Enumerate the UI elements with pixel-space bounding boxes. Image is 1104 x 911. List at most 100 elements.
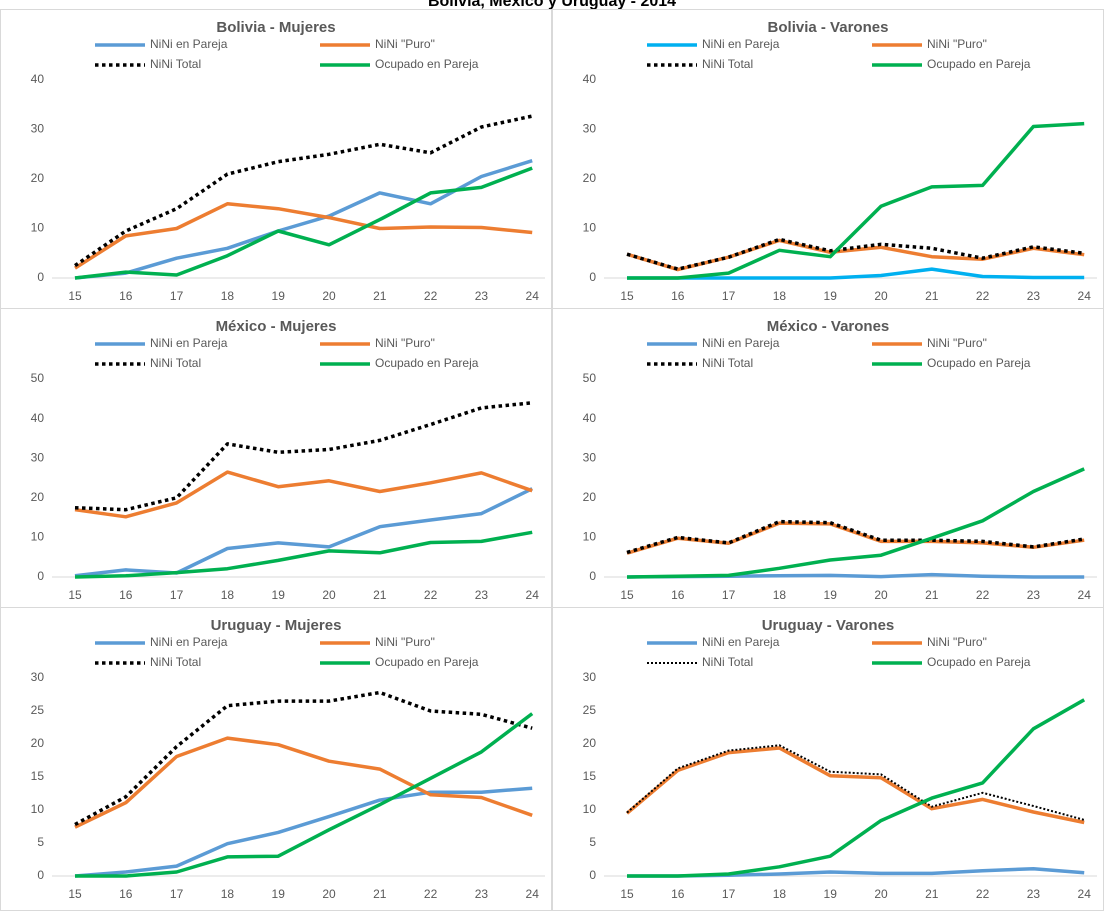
y-tick-label: 10 bbox=[31, 530, 45, 544]
legend-label: NiNi "Puro" bbox=[375, 37, 435, 51]
x-tick-label: 16 bbox=[119, 588, 133, 602]
legend-label: Ocupado en Pareja bbox=[375, 356, 479, 370]
x-tick-label: 23 bbox=[1027, 588, 1041, 602]
x-tick-label: 20 bbox=[874, 588, 888, 602]
y-tick-label: 10 bbox=[583, 221, 597, 235]
x-tick-label: 16 bbox=[119, 289, 133, 303]
y-tick-label: 0 bbox=[589, 569, 596, 583]
y-tick-label: 30 bbox=[31, 450, 45, 464]
x-tick-label: 15 bbox=[620, 887, 634, 901]
x-tick-label: 21 bbox=[373, 289, 387, 303]
x-tick-label: 17 bbox=[170, 887, 184, 901]
y-tick-label: 40 bbox=[31, 72, 45, 86]
legend-label: NiNi "Puro" bbox=[927, 635, 987, 649]
x-tick-label: 20 bbox=[322, 588, 336, 602]
series-line bbox=[74, 166, 533, 280]
series-line bbox=[74, 470, 533, 519]
y-tick-label: 10 bbox=[31, 802, 45, 816]
x-tick-label: 17 bbox=[170, 588, 184, 602]
legend-label: NiNi Total bbox=[702, 356, 753, 370]
legend-label: NiNi "Puro" bbox=[375, 635, 435, 649]
x-tick-label: 17 bbox=[722, 887, 736, 901]
x-tick-label: 17 bbox=[170, 289, 184, 303]
x-tick-label: 17 bbox=[722, 289, 736, 303]
y-tick-label: 20 bbox=[31, 171, 45, 185]
x-tick-label: 18 bbox=[221, 887, 235, 901]
series-line bbox=[627, 267, 1085, 280]
x-tick-label: 20 bbox=[874, 289, 888, 303]
legend-label: NiNi Total bbox=[150, 57, 201, 71]
legend-label: Ocupado en Pareja bbox=[375, 655, 479, 669]
legend-label: Ocupado en Pareja bbox=[375, 57, 479, 71]
y-tick-label: 25 bbox=[583, 703, 597, 717]
series-line bbox=[626, 237, 1085, 271]
y-tick-label: 30 bbox=[31, 122, 45, 136]
x-tick-label: 18 bbox=[221, 289, 235, 303]
series-line bbox=[626, 519, 1085, 555]
legend-label: NiNi Total bbox=[150, 655, 201, 669]
legend-label: NiNi en Pareja bbox=[150, 635, 228, 649]
y-tick-label: 20 bbox=[583, 171, 597, 185]
x-tick-label: 18 bbox=[221, 588, 235, 602]
x-tick-label: 21 bbox=[925, 887, 939, 901]
legend-label: NiNi Total bbox=[702, 57, 753, 71]
x-tick-label: 21 bbox=[925, 588, 939, 602]
x-tick-label: 15 bbox=[68, 887, 82, 901]
x-tick-label: 18 bbox=[773, 588, 787, 602]
legend-label: NiNi "Puro" bbox=[927, 37, 987, 51]
y-tick-label: 5 bbox=[37, 835, 44, 849]
chart-title: México - Varones bbox=[767, 318, 890, 335]
y-tick-label: 40 bbox=[31, 411, 45, 425]
x-tick-label: 20 bbox=[874, 887, 888, 901]
series-line bbox=[627, 698, 1086, 878]
y-tick-label: 50 bbox=[583, 371, 597, 385]
y-tick-label: 0 bbox=[37, 569, 44, 583]
x-tick-label: 15 bbox=[620, 289, 634, 303]
x-tick-label: 19 bbox=[272, 887, 286, 901]
chart-title: México - Mujeres bbox=[216, 318, 337, 335]
x-tick-label: 24 bbox=[1078, 289, 1092, 303]
legend-label: NiNi en Pareja bbox=[150, 336, 228, 350]
y-tick-label: 20 bbox=[583, 490, 597, 504]
y-tick-label: 10 bbox=[583, 802, 597, 816]
legend-label: Ocupado en Pareja bbox=[927, 356, 1031, 370]
x-tick-label: 22 bbox=[976, 289, 990, 303]
y-tick-label: 0 bbox=[589, 270, 596, 284]
x-tick-label: 15 bbox=[620, 588, 634, 602]
series-line bbox=[627, 121, 1085, 280]
legend-label: NiNi Total bbox=[150, 356, 201, 370]
x-tick-label: 21 bbox=[373, 588, 387, 602]
y-tick-label: 30 bbox=[583, 122, 597, 136]
series-line bbox=[74, 401, 533, 512]
y-tick-label: 20 bbox=[31, 736, 45, 750]
x-tick-label: 15 bbox=[68, 588, 82, 602]
y-tick-label: 40 bbox=[583, 411, 597, 425]
y-tick-label: 10 bbox=[31, 221, 45, 235]
y-tick-label: 40 bbox=[583, 72, 597, 86]
series-line bbox=[626, 467, 1085, 579]
x-tick-label: 16 bbox=[119, 887, 133, 901]
y-tick-label: 20 bbox=[31, 490, 45, 504]
x-tick-label: 22 bbox=[976, 887, 990, 901]
series-line bbox=[74, 530, 533, 579]
series-line bbox=[74, 114, 533, 268]
legend-label: NiNi en Pareja bbox=[150, 37, 228, 51]
x-tick-label: 21 bbox=[925, 289, 939, 303]
x-tick-label: 16 bbox=[671, 588, 685, 602]
y-tick-label: 50 bbox=[31, 371, 45, 385]
x-tick-label: 16 bbox=[671, 289, 685, 303]
x-tick-label: 17 bbox=[722, 588, 736, 602]
legend-label: NiNi Total bbox=[702, 655, 753, 669]
x-tick-label: 19 bbox=[824, 887, 838, 901]
series-line bbox=[74, 202, 533, 270]
x-tick-label: 22 bbox=[424, 289, 438, 303]
series-line bbox=[75, 712, 534, 878]
y-tick-label: 5 bbox=[589, 835, 596, 849]
y-tick-label: 15 bbox=[31, 769, 45, 783]
x-tick-label: 24 bbox=[526, 588, 540, 602]
x-tick-label: 19 bbox=[272, 289, 286, 303]
x-tick-label: 18 bbox=[773, 289, 787, 303]
x-tick-label: 16 bbox=[671, 887, 685, 901]
